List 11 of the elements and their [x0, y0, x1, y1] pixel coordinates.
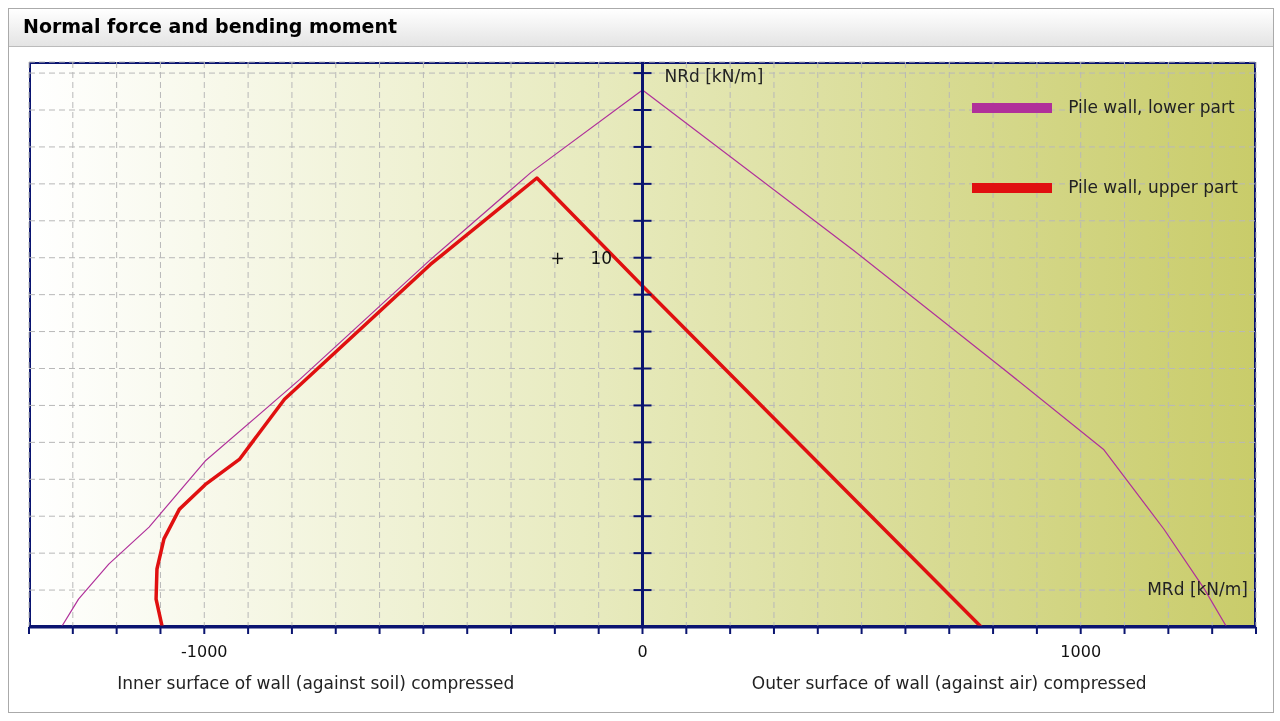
annotation: 10 [590, 246, 613, 269]
y-axis-title: NRd [kN/m] [664, 66, 764, 86]
legend-label: Pile wall, lower part [1068, 97, 1235, 117]
x-tick-label: -1000 [181, 642, 228, 662]
x-tick-label: 1000 [1060, 642, 1102, 662]
chart-title: Normal force and bending moment [9, 9, 1273, 47]
legend-label: Pile wall, upper part [1068, 177, 1238, 197]
annotation: + [550, 246, 565, 269]
text: Inner surface of wall (against soil) compressed [116, 673, 516, 693]
x-tick-label: 0 [637, 642, 648, 662]
text: Outer surface of wall (against air) compressed [750, 673, 1148, 693]
